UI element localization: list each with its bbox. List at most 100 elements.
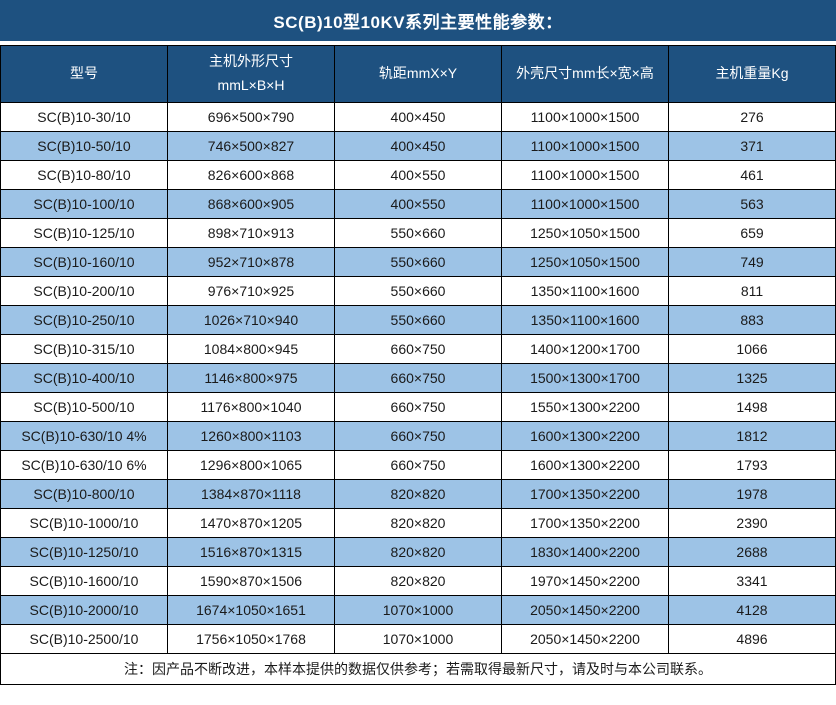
host-dimensions-cell: 1026×710×940 [167, 305, 335, 335]
model-cell: SC(B)10-315/10 [0, 334, 168, 364]
rail-gauge-cell: 820×820 [334, 508, 502, 538]
host-dimensions-cell: 1516×870×1315 [167, 537, 335, 567]
host-dimensions-cell: 746×500×827 [167, 131, 335, 161]
host-dimensions-cell: 696×500×790 [167, 102, 335, 132]
host-dimensions-cell: 1674×1050×1651 [167, 595, 335, 625]
shell-dimensions-cell: 1500×1300×1700 [501, 363, 669, 393]
column-header-rail-gauge: 轨距mmX×Y [334, 45, 502, 103]
table-row: SC(B)10-250/10 1026×710×940 550×660 1350… [0, 305, 836, 335]
table-footer: 注：因产品不断改进，本样本提供的数据仅供参考；若需取得最新尺寸，请及时与本公司联… [0, 653, 836, 685]
table-header: 型号 主机外形尺寸 mmL×B×H 轨距mmX×Y 外壳尺寸mm长×宽×高 主机… [0, 45, 836, 103]
rail-gauge-cell: 400×450 [334, 102, 502, 132]
table-row: SC(B)10-800/10 1384×870×1118 820×820 170… [0, 479, 836, 509]
weight-cell: 883 [668, 305, 836, 335]
header-row: 型号 主机外形尺寸 mmL×B×H 轨距mmX×Y 外壳尺寸mm长×宽×高 主机… [0, 45, 836, 103]
host-dimensions-cell: 1146×800×975 [167, 363, 335, 393]
rail-gauge-cell: 820×820 [334, 479, 502, 509]
rail-gauge-cell: 400×450 [334, 131, 502, 161]
table-row: SC(B)10-125/10 898×710×913 550×660 1250×… [0, 218, 836, 248]
shell-dimensions-cell: 1400×1200×1700 [501, 334, 669, 364]
table-row: SC(B)10-1250/10 1516×870×1315 820×820 18… [0, 537, 836, 567]
host-dimensions-cell: 1176×800×1040 [167, 392, 335, 422]
model-cell: SC(B)10-1000/10 [0, 508, 168, 538]
shell-dimensions-cell: 1100×1000×1500 [501, 102, 669, 132]
host-dimensions-cell: 1470×870×1205 [167, 508, 335, 538]
host-dimensions-cell: 1260×800×1103 [167, 421, 335, 451]
shell-dimensions-cell: 1970×1450×2200 [501, 566, 669, 596]
model-cell: SC(B)10-2000/10 [0, 595, 168, 625]
weight-cell: 2688 [668, 537, 836, 567]
footnote: 注：因产品不断改进，本样本提供的数据仅供参考；若需取得最新尺寸，请及时与本公司联… [0, 653, 836, 685]
model-cell: SC(B)10-1600/10 [0, 566, 168, 596]
shell-dimensions-cell: 1100×1000×1500 [501, 189, 669, 219]
model-cell: SC(B)10-400/10 [0, 363, 168, 393]
host-dimensions-cell: 1590×870×1506 [167, 566, 335, 596]
page-title: SC(B)10型10KV系列主要性能参数： [0, 0, 836, 41]
table-row: SC(B)10-1600/10 1590×870×1506 820×820 19… [0, 566, 836, 596]
table-row: SC(B)10-80/10 826×600×868 400×550 1100×1… [0, 160, 836, 190]
table-row: SC(B)10-200/10 976×710×925 550×660 1350×… [0, 276, 836, 306]
weight-cell: 461 [668, 160, 836, 190]
model-cell: SC(B)10-100/10 [0, 189, 168, 219]
shell-dimensions-cell: 1700×1350×2200 [501, 508, 669, 538]
table-row: SC(B)10-2000/10 1674×1050×1651 1070×1000… [0, 595, 836, 625]
rail-gauge-cell: 820×820 [334, 566, 502, 596]
weight-cell: 371 [668, 131, 836, 161]
weight-cell: 1325 [668, 363, 836, 393]
spec-table: 型号 主机外形尺寸 mmL×B×H 轨距mmX×Y 外壳尺寸mm长×宽×高 主机… [0, 45, 836, 685]
shell-dimensions-cell: 1600×1300×2200 [501, 421, 669, 451]
rail-gauge-cell: 660×750 [334, 421, 502, 451]
rail-gauge-cell: 820×820 [334, 537, 502, 567]
host-dimensions-cell: 868×600×905 [167, 189, 335, 219]
model-cell: SC(B)10-80/10 [0, 160, 168, 190]
rail-gauge-cell: 550×660 [334, 305, 502, 335]
shell-dimensions-cell: 1600×1300×2200 [501, 450, 669, 480]
weight-cell: 563 [668, 189, 836, 219]
rail-gauge-cell: 660×750 [334, 392, 502, 422]
rail-gauge-cell: 400×550 [334, 160, 502, 190]
model-cell: SC(B)10-250/10 [0, 305, 168, 335]
weight-cell: 1066 [668, 334, 836, 364]
weight-cell: 4128 [668, 595, 836, 625]
weight-cell: 1498 [668, 392, 836, 422]
host-dimensions-cell: 1756×1050×1768 [167, 624, 335, 654]
weight-cell: 2390 [668, 508, 836, 538]
host-dimensions-cell: 1384×870×1118 [167, 479, 335, 509]
shell-dimensions-cell: 1100×1000×1500 [501, 131, 669, 161]
table-row: SC(B)10-160/10 952×710×878 550×660 1250×… [0, 247, 836, 277]
host-dimensions-cell: 1084×800×945 [167, 334, 335, 364]
model-cell: SC(B)10-50/10 [0, 131, 168, 161]
model-cell: SC(B)10-125/10 [0, 218, 168, 248]
rail-gauge-cell: 550×660 [334, 276, 502, 306]
model-cell: SC(B)10-160/10 [0, 247, 168, 277]
column-header-model: 型号 [0, 45, 168, 103]
weight-cell: 276 [668, 102, 836, 132]
shell-dimensions-cell: 1100×1000×1500 [501, 160, 669, 190]
host-dimensions-cell: 976×710×925 [167, 276, 335, 306]
model-cell: SC(B)10-2500/10 [0, 624, 168, 654]
rail-gauge-cell: 660×750 [334, 363, 502, 393]
weight-cell: 1793 [668, 450, 836, 480]
weight-cell: 1812 [668, 421, 836, 451]
column-header-host-dimensions: 主机外形尺寸 mmL×B×H [167, 45, 335, 103]
rail-gauge-cell: 660×750 [334, 450, 502, 480]
weight-cell: 811 [668, 276, 836, 306]
host-dimensions-cell: 826×600×868 [167, 160, 335, 190]
weight-cell: 749 [668, 247, 836, 277]
host-dimensions-cell: 898×710×913 [167, 218, 335, 248]
footnote-row: 注：因产品不断改进，本样本提供的数据仅供参考；若需取得最新尺寸，请及时与本公司联… [0, 653, 836, 685]
table-row: SC(B)10-50/10 746×500×827 400×450 1100×1… [0, 131, 836, 161]
model-cell: SC(B)10-630/10 4% [0, 421, 168, 451]
table-row: SC(B)10-630/10 6% 1296×800×1065 660×750 … [0, 450, 836, 480]
table-row: SC(B)10-500/10 1176×800×1040 660×750 155… [0, 392, 836, 422]
model-cell: SC(B)10-500/10 [0, 392, 168, 422]
table-row: SC(B)10-630/10 4% 1260×800×1103 660×750 … [0, 421, 836, 451]
table-row: SC(B)10-315/10 1084×800×945 660×750 1400… [0, 334, 836, 364]
weight-cell: 659 [668, 218, 836, 248]
shell-dimensions-cell: 1350×1100×1600 [501, 276, 669, 306]
host-dimensions-cell: 1296×800×1065 [167, 450, 335, 480]
shell-dimensions-cell: 1700×1350×2200 [501, 479, 669, 509]
model-cell: SC(B)10-200/10 [0, 276, 168, 306]
table-row: SC(B)10-100/10 868×600×905 400×550 1100×… [0, 189, 836, 219]
rail-gauge-cell: 1070×1000 [334, 595, 502, 625]
